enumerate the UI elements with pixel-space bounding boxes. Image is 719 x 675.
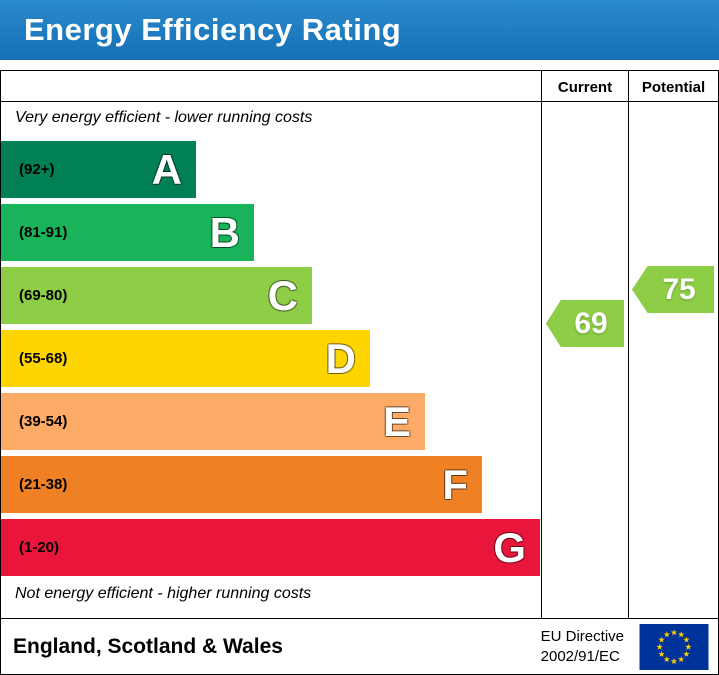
current-rating-value: 69: [574, 306, 608, 340]
current-column-header: Current: [557, 79, 613, 96]
band-bar-f: (21-38) F: [1, 456, 482, 513]
eu-directive-line1: EU Directive: [540, 628, 624, 645]
band-row-c: (69-80) C: [1, 267, 541, 324]
band-bar-e: (39-54) E: [1, 393, 425, 450]
band-row-e: (39-54) E: [1, 393, 541, 450]
band-letter: B: [209, 208, 240, 256]
band-letter: E: [382, 397, 411, 445]
band-range-label: (21-38): [19, 476, 68, 493]
region-label: England, Scotland & Wales: [13, 634, 283, 658]
band-row-b: (81-91) B: [1, 204, 541, 261]
potential-rating-value: 75: [662, 272, 696, 306]
current-rating-arrow: 69: [546, 300, 624, 347]
band-range-label: (69-80): [19, 287, 68, 304]
band-bar-d: (55-68) D: [1, 330, 370, 387]
band-bar-c: (69-80) C: [1, 267, 312, 324]
page-title: Energy Efficiency Rating: [24, 12, 402, 47]
band-letter: C: [267, 271, 298, 319]
band-row-d: (55-68) D: [1, 330, 541, 387]
eu-flag-icon: [639, 623, 709, 670]
band-letter: F: [442, 460, 468, 508]
eu-directive-line2: 2002/91/EC: [540, 647, 620, 665]
band-range-label: (55-68): [19, 350, 68, 367]
band-row-g: (1-20) G: [1, 519, 541, 576]
header-divider: [1, 101, 718, 102]
potential-column: Potential: [628, 71, 718, 618]
potential-column-header: Potential: [641, 79, 706, 96]
potential-rating-arrow: 75: [632, 266, 714, 313]
eu-directive-label: EU Directive 2002/91/EC: [541, 627, 624, 666]
bottom-note: Not energy efficient - higher running co…: [15, 585, 312, 602]
band-row-a: (92+) A: [1, 141, 541, 198]
band-letter: D: [325, 334, 356, 382]
current-column: Current: [541, 71, 628, 618]
band-bar-b: (81-91) B: [1, 204, 254, 261]
band-bar-g: (1-20) G: [1, 519, 540, 576]
band-row-f: (21-38) F: [1, 456, 541, 513]
band-bar-a: (92+) A: [1, 141, 196, 198]
bands: (92+) A (81-91) B (69-80) C (55-68) D (39-54) E (2…: [1, 141, 541, 582]
band-range-label: (81-91): [19, 224, 68, 241]
title-bar: Energy Efficiency Rating: [0, 0, 719, 60]
footer: England, Scotland & Wales EU Directive 2…: [1, 618, 718, 674]
band-letter: G: [493, 523, 526, 571]
band-range-label: (92+): [19, 161, 55, 178]
top-note: Very energy efficient - lower running co…: [15, 109, 313, 126]
epc-chart-grid: Current Potential Very energy efficient …: [1, 71, 718, 618]
band-letter: A: [151, 145, 182, 193]
band-range-label: (1-20): [19, 539, 60, 556]
epc-chart: Current Potential Very energy efficient …: [0, 70, 719, 675]
band-range-label: (39-54): [19, 413, 68, 430]
